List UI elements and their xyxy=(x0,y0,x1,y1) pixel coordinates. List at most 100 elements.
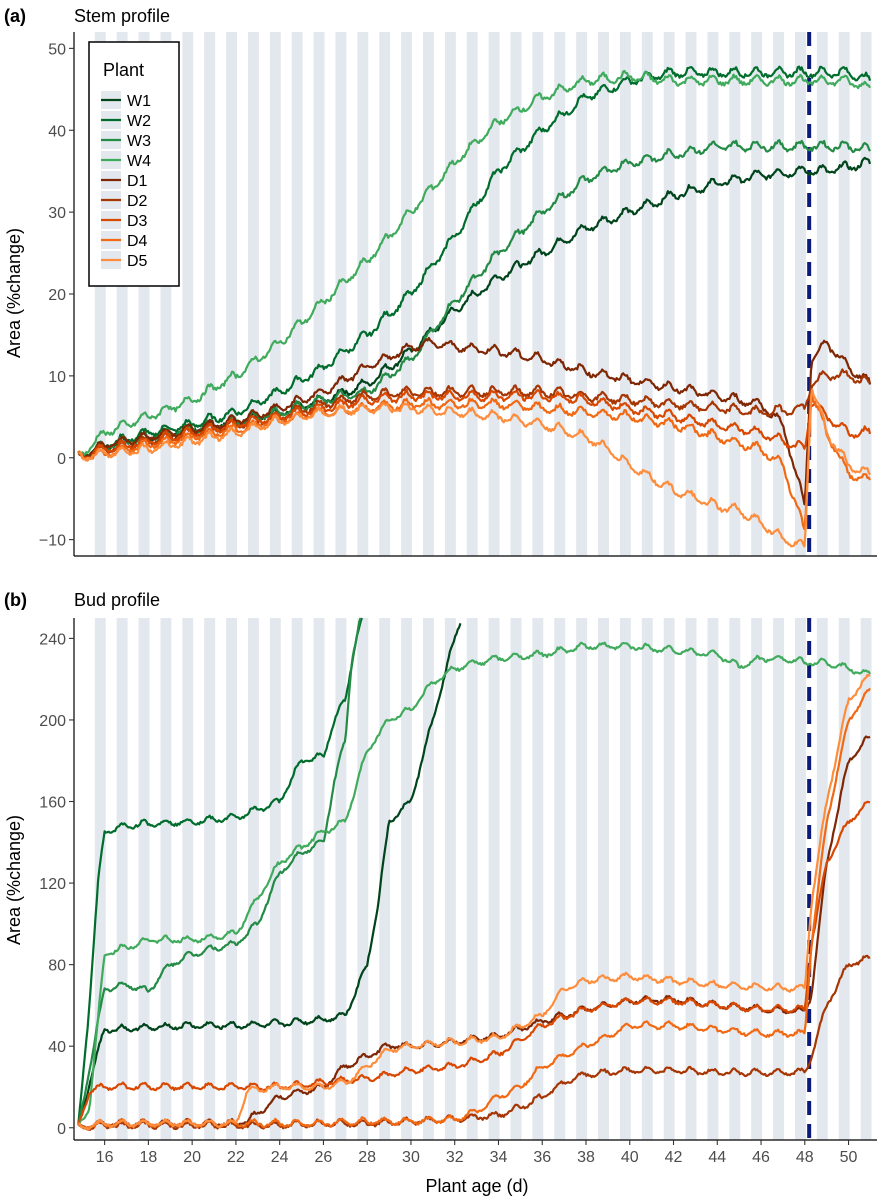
night-band xyxy=(313,618,325,1140)
night-band xyxy=(466,618,478,1140)
night-band xyxy=(204,32,216,556)
night-band xyxy=(794,32,806,556)
night-band xyxy=(619,32,631,556)
legend-label-d2: D2 xyxy=(127,193,148,210)
night-band xyxy=(94,618,106,1140)
night-band xyxy=(554,618,566,1140)
night-band xyxy=(488,32,500,556)
y-tick-label: 240 xyxy=(39,631,66,648)
night-band xyxy=(160,618,172,1140)
night-band xyxy=(532,32,544,556)
night-band xyxy=(226,32,238,556)
y-axis-title: Area (%change) xyxy=(4,228,24,358)
legend-label-w3: W3 xyxy=(127,133,151,150)
night-band xyxy=(444,618,456,1140)
night-band xyxy=(488,618,500,1140)
series-line-d5 xyxy=(78,673,871,1131)
x-tick-label: 50 xyxy=(840,1149,858,1166)
night-band xyxy=(773,618,785,1140)
night-band xyxy=(532,618,544,1140)
night-band xyxy=(554,32,566,556)
night-band xyxy=(444,32,456,556)
night-band xyxy=(641,32,653,556)
night-band xyxy=(707,618,719,1140)
night-band xyxy=(379,618,391,1140)
x-tick-label: 40 xyxy=(621,1149,639,1166)
night-band xyxy=(269,32,281,556)
series-lines xyxy=(77,617,871,1131)
night-band xyxy=(729,618,741,1140)
series-line-w1 xyxy=(77,622,462,1126)
x-tick-label: 20 xyxy=(183,1149,201,1166)
night-bands xyxy=(94,32,872,556)
series-line-d3 xyxy=(77,800,871,1125)
night-band xyxy=(247,618,259,1140)
panel-a-title: Stem profile xyxy=(74,6,170,26)
night-band xyxy=(641,618,653,1140)
night-band xyxy=(576,32,588,556)
legend-title: Plant xyxy=(103,60,144,80)
y-tick-label: 50 xyxy=(48,41,66,58)
legend-label-d4: D4 xyxy=(127,233,148,250)
night-band xyxy=(116,32,128,556)
night-band xyxy=(138,32,150,556)
series-line-w4 xyxy=(77,641,871,1125)
x-tick-label: 24 xyxy=(271,1149,289,1166)
panel-a-tag: (a) xyxy=(4,6,26,26)
panel-b-title: Bud profile xyxy=(74,590,160,610)
night-band xyxy=(794,618,806,1140)
x-tick-label: 30 xyxy=(402,1149,420,1166)
night-band xyxy=(357,618,369,1140)
night-band xyxy=(663,618,675,1140)
x-tick-label: 32 xyxy=(446,1149,464,1166)
y-tick-label: 30 xyxy=(48,205,66,222)
stem-profile-panel: (a) Stem profile −10 0 10 20 30 40 50 Plant W1 W… xyxy=(4,6,877,557)
y-tick-label: 0 xyxy=(57,451,66,468)
night-band xyxy=(838,618,850,1140)
y-tick-label: 200 xyxy=(39,713,66,730)
night-band xyxy=(598,32,609,556)
series-line-w4 xyxy=(77,69,871,456)
legend-label-w2: W2 xyxy=(127,113,151,130)
y-tick-label: 40 xyxy=(48,123,66,140)
axes: −10 0 10 20 30 40 50 xyxy=(39,32,877,557)
x-axis-title: Plant age (d) xyxy=(425,1176,528,1196)
y-tick-label: 20 xyxy=(48,287,66,304)
series-line-d5 xyxy=(78,388,871,548)
night-band xyxy=(510,618,522,1140)
x-tick-label: 36 xyxy=(533,1149,551,1166)
night-band xyxy=(247,32,259,556)
legend-label-d5: D5 xyxy=(127,253,148,270)
x-tick-label: 34 xyxy=(490,1149,508,1166)
series-line-w3 xyxy=(77,617,362,1124)
night-band xyxy=(116,618,128,1140)
night-band xyxy=(313,32,325,556)
night-band xyxy=(226,618,238,1140)
night-band xyxy=(422,618,434,1140)
series-line-w2 xyxy=(77,65,872,460)
night-band xyxy=(335,618,347,1140)
night-band xyxy=(291,32,303,556)
night-band xyxy=(619,618,631,1140)
legend-label-d1: D1 xyxy=(127,173,148,190)
night-band xyxy=(751,32,763,556)
series-line-d1 xyxy=(77,336,872,506)
legend: Plant W1 W2 W3 W4 D1 D2 D3 D4 D5 xyxy=(88,41,180,287)
night-band xyxy=(576,618,588,1140)
night-band xyxy=(182,618,194,1140)
night-band xyxy=(335,32,347,556)
legend-label-d3: D3 xyxy=(127,213,148,230)
night-band xyxy=(357,32,369,556)
night-band xyxy=(598,618,609,1140)
y-tick-label: 40 xyxy=(48,1039,66,1056)
bud-profile-panel: (b) Bud profile 0 40 80 120 160 200 240 16 18 20 2… xyxy=(4,590,877,1196)
night-band xyxy=(816,32,828,556)
night-band xyxy=(510,32,522,556)
y-tick-label: 80 xyxy=(48,958,66,975)
night-band xyxy=(729,32,741,556)
y-tick-label: 120 xyxy=(39,876,66,893)
axes: 0 40 80 120 160 200 240 16 18 20 22 24 26 28 30 32 34 36 3… xyxy=(39,618,877,1166)
night-band xyxy=(685,618,697,1140)
night-band xyxy=(860,32,872,556)
